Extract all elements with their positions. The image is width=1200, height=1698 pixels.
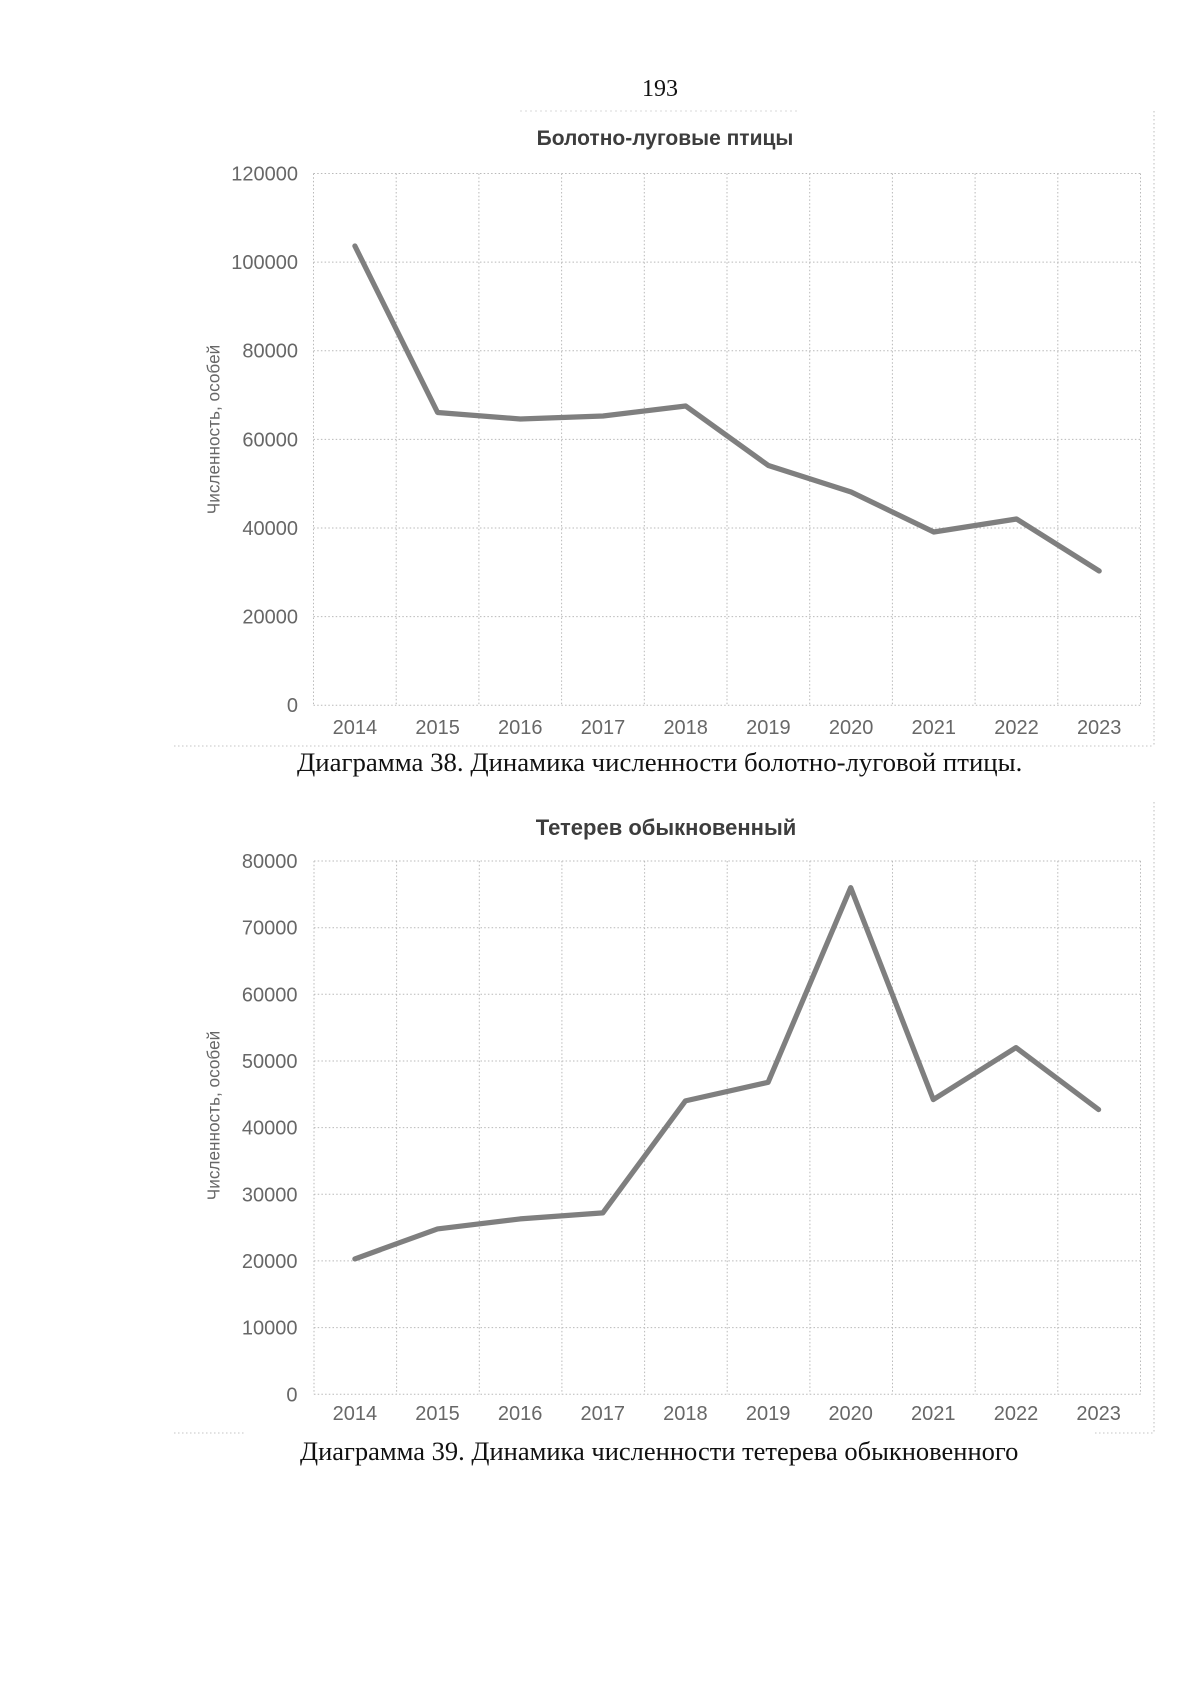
svg-text:80000: 80000 [242,341,298,363]
svg-text:40000: 40000 [242,1118,298,1140]
svg-text:30000: 30000 [242,1184,298,1206]
svg-text:40000: 40000 [242,518,298,540]
svg-text:120000: 120000 [231,164,298,186]
svg-text:2017: 2017 [581,717,626,739]
svg-text:2015: 2015 [415,1403,460,1425]
svg-text:2014: 2014 [333,717,378,739]
svg-text:0: 0 [287,695,298,717]
svg-text:2018: 2018 [663,717,708,739]
svg-text:Численность, особей: Численность, особей [204,1031,224,1200]
svg-text:2023: 2023 [1077,717,1122,739]
svg-text:2017: 2017 [581,1403,626,1425]
svg-text:80000: 80000 [242,851,298,873]
svg-text:50000: 50000 [242,1051,298,1073]
svg-text:2021: 2021 [912,717,957,739]
svg-text:Численность, особей: Численность, особей [204,345,224,514]
svg-text:2016: 2016 [498,1403,543,1425]
svg-text:Тетерев обыкновенный: Тетерев обыкновенный [536,815,797,840]
svg-text:Диаграмма 39. Динамика численн: Диаграмма 39. Динамика численности тетер… [300,1436,1018,1466]
svg-text:Диаграмма 38. Динамика численн: Диаграмма 38. Динамика численности болот… [297,747,1022,777]
svg-text:2021: 2021 [911,1403,956,1425]
svg-text:2020: 2020 [829,717,874,739]
svg-text:2022: 2022 [994,717,1039,739]
svg-text:20000: 20000 [242,1251,298,1273]
svg-text:2015: 2015 [415,717,460,739]
svg-text:100000: 100000 [231,252,298,274]
svg-text:2022: 2022 [994,1403,1039,1425]
svg-text:10000: 10000 [242,1318,298,1340]
svg-text:2023: 2023 [1076,1403,1121,1425]
svg-text:70000: 70000 [242,918,298,940]
svg-text:2019: 2019 [746,1403,791,1425]
svg-text:20000: 20000 [242,607,298,629]
svg-text:2018: 2018 [663,1403,708,1425]
svg-text:2016: 2016 [498,717,543,739]
svg-text:2014: 2014 [333,1403,378,1425]
svg-text:0: 0 [286,1384,297,1406]
svg-text:193: 193 [642,76,678,102]
svg-text:2020: 2020 [828,1403,873,1425]
svg-text:Болотно-луговые птицы: Болотно-луговые птицы [537,127,794,150]
svg-text:60000: 60000 [242,984,298,1006]
svg-text:2019: 2019 [746,717,791,739]
svg-text:60000: 60000 [242,429,298,451]
